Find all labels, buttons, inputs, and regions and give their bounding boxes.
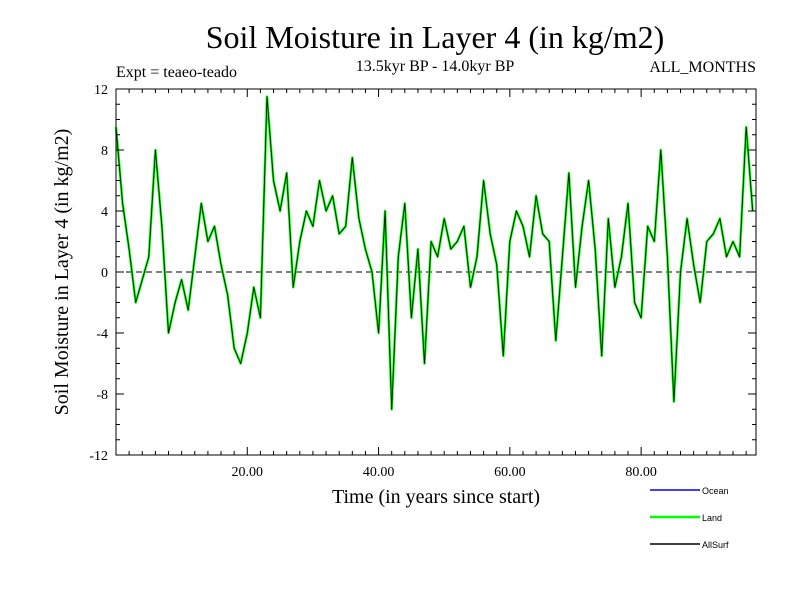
series-line-allsurf [115,96,754,410]
x-tick-label: 80.00 [625,465,657,480]
series-line-land [114,95,754,411]
y-tick-label: 8 [101,144,108,159]
y-axis-label: Soil Moisture in Layer 4 (in kg/m2) [51,129,73,416]
x-tick-label: 40.00 [363,465,395,480]
experiment-label: Expt = teaeo-teado [116,64,237,81]
x-axis-label: Time (in years since start) [332,486,540,508]
tick-layer: -12 -8 -4 0 4 8 12 20.00 40.00 60.00 80.00 [89,83,756,480]
season-label: ALL_MONTHS [649,59,756,76]
chart-subtitle: 13.5kyr BP - 14.0kyr BP [356,58,515,75]
y-tick-label: -12 [89,449,108,464]
series-layer [114,95,754,411]
x-tick-label: 60.00 [494,465,526,480]
y-tick-label: 4 [101,205,108,220]
legend-label-ocean: Ocean [702,486,729,496]
legend-label-land: Land [702,513,722,523]
chart-title: Soil Moisture in Layer 4 (in kg/m2) [206,19,665,55]
x-tick-label: 20.00 [232,465,264,480]
y-tick-label: -8 [96,388,108,403]
legend-label-allsurf: AllSurf [702,540,729,550]
y-tick-label: 12 [94,83,108,98]
y-tick-label: 0 [101,266,108,281]
y-tick-label: -4 [96,327,108,342]
legend: Ocean Land AllSurf [650,486,729,550]
